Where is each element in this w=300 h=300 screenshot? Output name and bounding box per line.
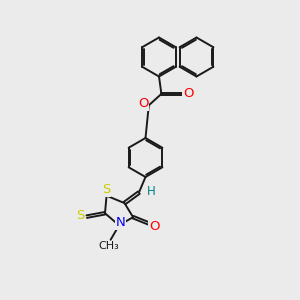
Text: S: S xyxy=(76,208,84,222)
Text: O: O xyxy=(138,97,149,110)
Text: N: N xyxy=(116,216,125,230)
Text: H: H xyxy=(147,184,156,198)
Text: O: O xyxy=(183,87,194,101)
Text: O: O xyxy=(149,220,160,233)
Text: CH₃: CH₃ xyxy=(99,241,119,251)
Text: S: S xyxy=(102,183,110,196)
